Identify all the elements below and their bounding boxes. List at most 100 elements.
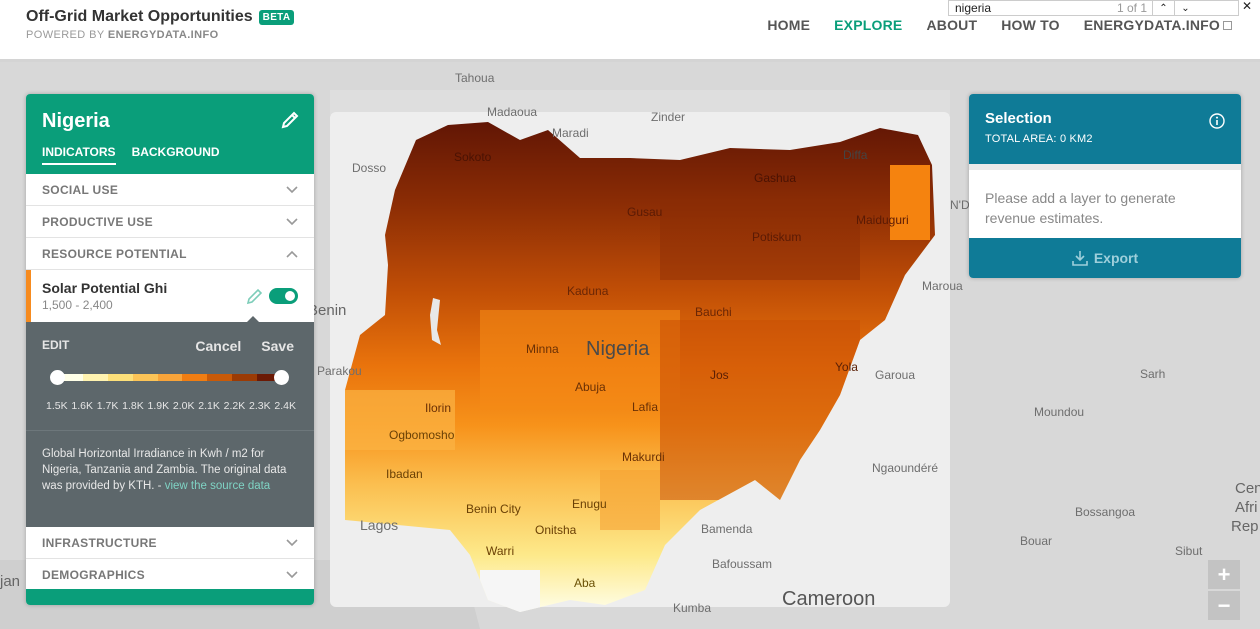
map-label-benin-city: Benin City <box>466 502 521 516</box>
nav-how-to[interactable]: HOW TO <box>1001 17 1060 33</box>
ramp-swatch <box>132 374 158 381</box>
selection-panel: Selection TOTAL AREA: 0 KM2 Please add a… <box>969 94 1241 278</box>
map-label-african: Afri <box>1235 499 1258 516</box>
map-label-kumba: Kumba <box>673 601 712 615</box>
ramp-tick: 2.0K <box>172 400 195 412</box>
info-icon[interactable] <box>1209 113 1225 129</box>
map-label-sibut: Sibut <box>1175 544 1203 558</box>
map-label-benin-country: Benin <box>308 302 347 319</box>
nigeria-solar-layer[interactable] <box>340 115 940 615</box>
map-label-nigeria: Nigeria <box>586 338 650 360</box>
tab-indicators[interactable]: INDICATORS <box>42 145 116 165</box>
ramp-tick: 2.3K <box>249 400 271 412</box>
main-nav: HOME EXPLORE ABOUT HOW TO ENERGYDATA.INF… <box>767 17 1232 33</box>
map-label-kaduna: Kaduna <box>567 284 609 298</box>
layer-edit-box: EDIT Cancel Save 1.5K 1.6K 1.7K 1.8K 1.9K 2.0… <box>26 316 314 527</box>
export-button[interactable]: Export <box>969 238 1241 278</box>
country-title: Nigeria <box>42 110 110 132</box>
zoom-out-button[interactable]: − <box>1208 591 1240 620</box>
map-label-parakou: Parakou <box>317 364 362 378</box>
app-title: Off-Grid Market Opportunities BETA <box>26 8 295 26</box>
map-label-zinder: Zinder <box>651 110 686 124</box>
panel-header: Nigeria INDICATORS BACKGROUND <box>26 94 314 174</box>
map-label-jos: Jos <box>710 368 729 382</box>
map-label-maiduguri: Maiduguri <box>856 213 909 227</box>
save-button[interactable]: Save <box>261 338 294 354</box>
zoom-in-button[interactable]: + <box>1208 560 1240 589</box>
zoom-controls: + − <box>1208 560 1240 622</box>
map-label-edge: jan <box>0 573 21 590</box>
edit-pencil-icon[interactable] <box>280 110 300 130</box>
find-next-button[interactable]: ⌄ <box>1174 1 1196 15</box>
map-label-bamenda: Bamenda <box>701 522 753 536</box>
nav-energydata[interactable]: ENERGYDATA.INFO <box>1084 17 1232 33</box>
find-previous-button[interactable]: ⌃ <box>1152 1 1174 15</box>
brand[interactable]: Off-Grid Market Opportunities BETA POWER… <box>26 8 295 41</box>
map-label-sokoto: Sokoto <box>454 150 492 164</box>
ramp-tick: 2.1K <box>198 400 220 412</box>
map-label-bossangoa: Bossangoa <box>1075 505 1136 519</box>
map-label-bauchi: Bauchi <box>695 305 732 319</box>
layer-name: Solar Potential Ghi <box>42 280 168 296</box>
ramp-swatch <box>257 374 283 381</box>
map-label-ogbomosho: Ogbomosho <box>389 428 455 442</box>
chevron-down-icon <box>286 217 298 225</box>
section-resource-potential[interactable]: RESOURCE POTENTIAL <box>26 238 314 270</box>
ramp-swatch <box>82 374 108 381</box>
chevron-up-icon <box>286 250 298 258</box>
nav-explore[interactable]: EXPLORE <box>834 17 903 33</box>
chevron-down-icon <box>286 570 298 578</box>
edit-label: EDIT <box>42 338 70 352</box>
ramp-swatch <box>182 374 208 381</box>
map-label-nd: N'D <box>950 198 970 212</box>
nav-home[interactable]: HOME <box>767 17 811 33</box>
ramp-tick: 1.5K <box>46 400 68 412</box>
layer-edit-pencil-icon[interactable] <box>246 287 264 305</box>
section-social-use[interactable]: SOCIAL USE <box>26 174 314 206</box>
section-infrastructure[interactable]: INFRASTRUCTURE <box>26 527 314 559</box>
selection-header: Selection TOTAL AREA: 0 KM2 <box>969 94 1241 164</box>
map-label-central: Cen <box>1235 480 1260 497</box>
map-label-ilorin: Ilorin <box>425 401 452 415</box>
powered-by: POWERED BY ENERGYDATA.INFO <box>26 29 219 41</box>
section-productive-use[interactable]: PRODUCTIVE USE <box>26 206 314 238</box>
map-label-republic: Rep <box>1231 518 1259 535</box>
chevron-down-icon <box>286 538 298 546</box>
range-handle-min[interactable] <box>50 370 65 385</box>
ramp-swatch <box>157 374 183 381</box>
ramp-ticks: 1.5K 1.6K 1.7K 1.8K 1.9K 2.0K 2.1K 2.2K 2.3K 2.4K <box>46 400 296 412</box>
selection-total-area: TOTAL AREA: 0 KM2 <box>985 133 1093 145</box>
map-label-gashua: Gashua <box>754 171 797 185</box>
layer-toggle[interactable] <box>269 288 298 304</box>
chevron-up-icon: ⌃ <box>1159 2 1168 14</box>
ramp-swatch <box>107 374 133 381</box>
ramp-swatch <box>207 374 233 381</box>
range-handle-max[interactable] <box>274 370 289 385</box>
ramp-swatch <box>58 374 83 381</box>
ramp-tick: 1.7K <box>96 400 119 412</box>
country-panel: Nigeria INDICATORS BACKGROUND SOCIAL USE… <box>26 94 314 605</box>
map-label-maradi: Maradi <box>552 126 589 140</box>
map-label-dosso: Dosso <box>352 161 387 175</box>
map-label-bouar: Bouar <box>1020 534 1053 548</box>
map-label-makurdi: Makurdi <box>622 450 665 464</box>
find-input[interactable] <box>949 1 1109 15</box>
ramp-tick: 1.9K <box>147 400 170 412</box>
cancel-button[interactable]: Cancel <box>195 338 242 354</box>
map-label-sarh: Sarh <box>1140 367 1166 381</box>
map-label-abuja: Abuja <box>575 380 606 394</box>
map-label-onitsha: Onitsha <box>535 523 577 537</box>
tab-background[interactable]: BACKGROUND <box>131 145 220 159</box>
map-label-minna: Minna <box>526 342 559 356</box>
selection-message: Please add a layer to generate revenue e… <box>969 164 1241 238</box>
source-data-link[interactable]: view the source data <box>164 480 271 492</box>
map-label-ibadan: Ibadan <box>386 467 423 481</box>
section-demographics[interactable]: DEMOGRAPHICS <box>26 559 314 591</box>
nav-about[interactable]: ABOUT <box>926 17 978 33</box>
find-close-button[interactable]: ✕ <box>1242 0 1253 13</box>
ramp-tick: 1.8K <box>122 400 144 412</box>
map-label-diffa: Diffa <box>843 148 868 162</box>
map-label-maroua: Maroua <box>922 279 963 293</box>
map-label-madaoua: Madaoua <box>487 105 538 119</box>
ramp-swatch <box>232 374 258 381</box>
